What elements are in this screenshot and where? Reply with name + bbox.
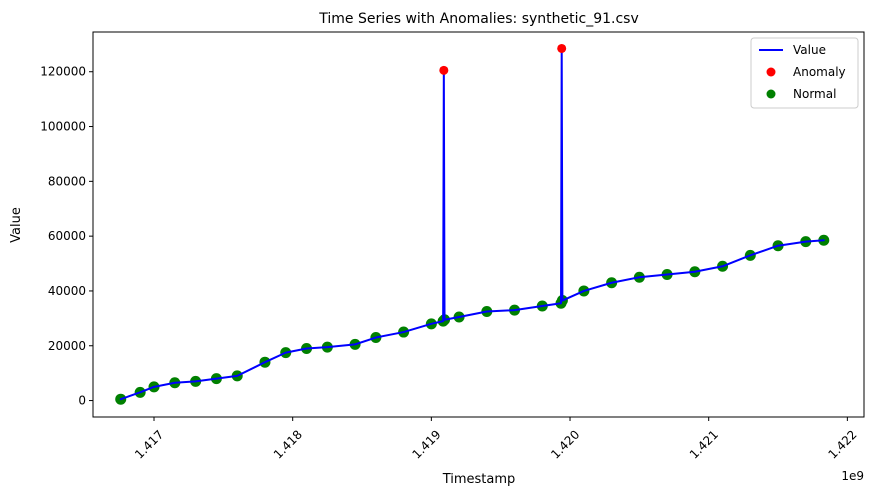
anomaly-point	[439, 65, 449, 75]
y-tick-label: 20000	[48, 339, 86, 353]
legend-box	[750, 37, 859, 109]
y-tick-label: 40000	[48, 284, 86, 298]
plot-frame	[92, 31, 865, 418]
legend: Value Anomaly Normal	[750, 37, 859, 109]
legend-marker-swatch	[766, 89, 776, 99]
plot-area	[115, 43, 830, 405]
y-axis-label: Value	[9, 207, 24, 243]
y-tick-label: 120000	[40, 65, 86, 79]
chart-title: Time Series with Anomalies: synthetic_91…	[318, 11, 639, 27]
legend-label: Value	[793, 43, 826, 57]
legend-label: Anomaly	[793, 65, 846, 79]
legend-label: Normal	[793, 87, 836, 101]
legend-marker-swatch	[766, 67, 776, 77]
value-line	[119, 47, 825, 401]
y-tick-label: 80000	[48, 174, 86, 188]
x-axis-label: Timestamp	[442, 472, 516, 487]
x-axis-offset-label: 1e9	[841, 469, 864, 483]
y-tick-label: 0	[78, 394, 86, 408]
y-tick-label: 60000	[48, 229, 86, 243]
y-tick-label: 100000	[40, 120, 86, 134]
anomaly-point	[557, 43, 567, 53]
y-axis: 0 20000 40000 60000 80000 100000 120000	[40, 65, 93, 408]
